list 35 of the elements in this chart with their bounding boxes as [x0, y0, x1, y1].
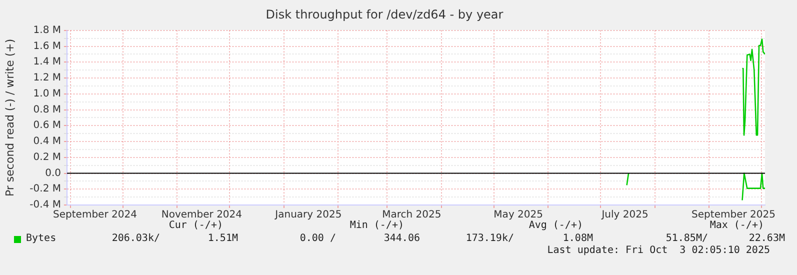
text: 206.03k/ [112, 233, 160, 245]
text: 51.85M/ [666, 233, 708, 245]
text: Min (-/+) [350, 220, 404, 232]
x-tick-label: January 2025 [274, 210, 342, 221]
y-tick-label: -0.4 M [30, 200, 61, 211]
y-tick-label: 1.6 M [33, 40, 61, 52]
x-tick-label: May 2025 [494, 210, 543, 221]
y-tick-label: 0.6 M [33, 120, 61, 132]
text: Last update: Fri Oct 3 02:05:10 2025 [547, 245, 770, 257]
x-tick-label: March 2025 [382, 210, 442, 221]
text: 1.51M [208, 233, 238, 245]
y-tick-label: 1.0 M [33, 88, 61, 100]
y-tick-label: 0.2 M [33, 152, 61, 163]
text: 1.08M [562, 233, 593, 245]
y-tick-label: 1.2 M [33, 72, 61, 84]
y-axis-title: Pr second read (-) / write (+) [3, 38, 16, 197]
y-tick-label: -0.2 M [30, 184, 61, 195]
y-tick-label: 0.0 [45, 168, 61, 179]
x-tick-label: September 2024 [53, 210, 137, 221]
text: Avg (-/+) [528, 220, 583, 232]
y-tick-label: 0.4 M [33, 136, 61, 148]
x-tick-label: July 2025 [600, 210, 648, 221]
legend-label: Bytes [26, 233, 56, 245]
text: 173.19k/ [466, 233, 514, 245]
text: 344.06 [384, 233, 420, 245]
chart-title: Disk throughput for /dev/zd64 - by year [266, 7, 504, 22]
y-tick-label: 0.8 M [33, 104, 61, 116]
y-tick-label: 1.4 M [33, 56, 61, 68]
x-tick-label: September 2025 [692, 210, 776, 221]
x-tick-label: November 2024 [161, 210, 242, 221]
text: 0.00 / [300, 233, 336, 245]
text: Cur (-/+) [168, 220, 223, 232]
text: 22.63M [748, 233, 785, 245]
y-tick-label: 1.8 M [33, 24, 61, 36]
text: Max (-/+) [710, 220, 764, 232]
